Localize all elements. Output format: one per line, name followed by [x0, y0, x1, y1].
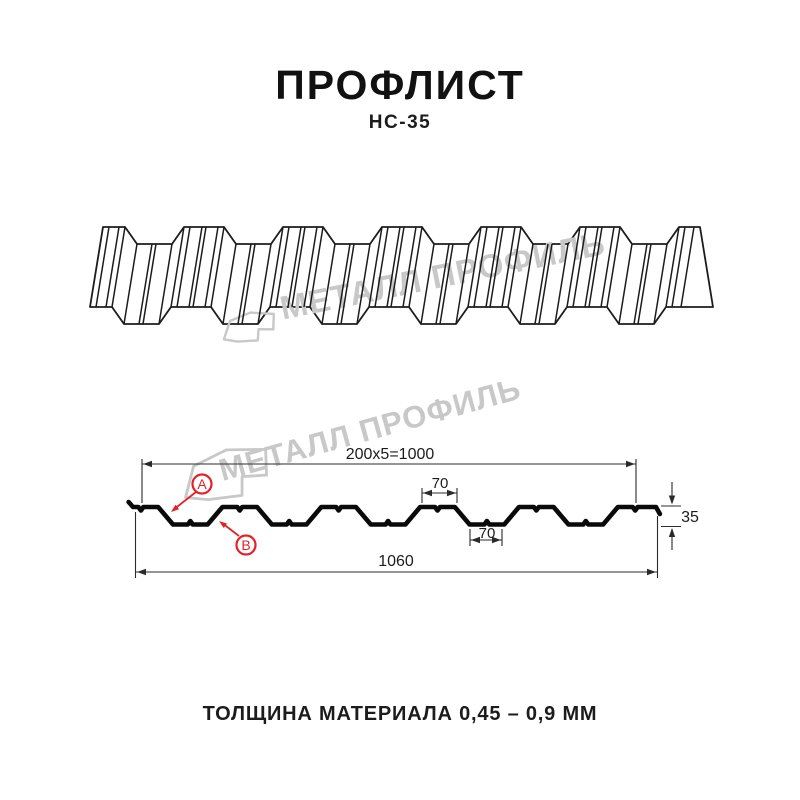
page-title: ПРОФЛИСТ	[275, 62, 525, 108]
watermark-lower: МЕТАЛЛ ПРОФИЛЬ	[184, 371, 525, 502]
callout-b-circle	[235, 534, 257, 556]
profile-code: НС-35	[368, 112, 432, 133]
cross-section-profile	[126, 499, 663, 527]
dimension-lines	[134, 459, 681, 578]
dim-total-width-label: 1060	[378, 553, 414, 570]
profile-3d-lines	[95, 226, 695, 325]
metal-profil-logo-icon	[222, 311, 276, 343]
callout-b-letter: B	[241, 537, 250, 553]
thickness-note: ТОЛЩИНА МАТЕРИАЛА 0,45 – 0,9 ММ	[202, 703, 598, 725]
dimension-lines-group: 200x5=1000 70 70 35 1060	[134, 446, 699, 578]
callout-a-circle	[191, 473, 213, 495]
dim-height-label: 35	[681, 509, 699, 526]
callout-a-letter: A	[197, 476, 207, 492]
sheet-3d-rib-lines	[95, 226, 695, 325]
cross-section-drawing	[126, 499, 663, 527]
dim-top-flat-label: 70	[432, 475, 449, 492]
watermark-text: МЕТАЛЛ ПРОФИЛЬ	[215, 371, 525, 488]
callout-a: A	[171, 473, 213, 512]
metal-profil-logo-icon	[184, 447, 268, 502]
callout-b: B	[219, 521, 257, 556]
callout-b-arrowhead	[219, 521, 228, 528]
dim-working-width-label: 200x5=1000	[346, 446, 435, 463]
callout-a-arrowhead	[171, 504, 179, 512]
dim-bottom-flat-label: 70	[479, 525, 496, 542]
